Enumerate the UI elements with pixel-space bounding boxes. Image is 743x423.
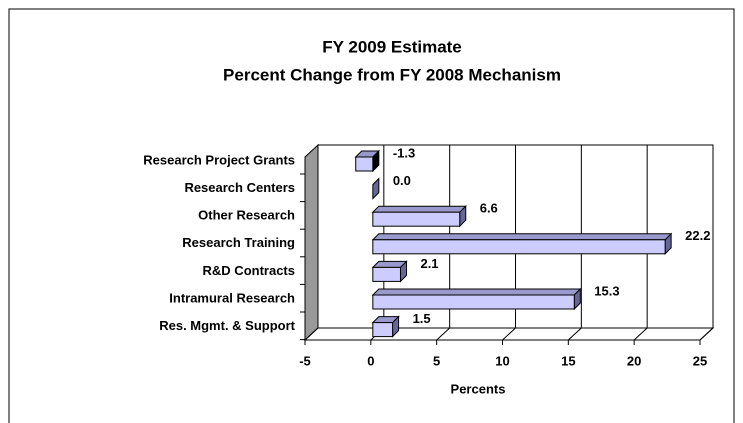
value-label: 1.5: [413, 311, 431, 326]
bar-top: [371, 205, 467, 213]
grid-line: [502, 145, 516, 341]
bar-face: [372, 239, 666, 255]
x-axis-label: Percents: [451, 381, 506, 396]
x-tick-label: 15: [561, 353, 575, 368]
value-label: 15.3: [594, 283, 619, 298]
bar: [371, 204, 467, 228]
value-label: 22.2: [685, 228, 710, 243]
grid-line: [304, 145, 319, 341]
y-tick-label: Res. Mgmt. & Support: [159, 318, 295, 333]
x-tick-label: -5: [299, 353, 311, 368]
grid-line: [567, 145, 582, 341]
x-tick-label: 0: [367, 353, 374, 368]
x-tick-label: 20: [627, 353, 641, 368]
bar-face: [372, 266, 401, 282]
grid-line: [699, 145, 714, 341]
bar: [371, 315, 400, 338]
y-tick-label: Research Training: [182, 235, 295, 250]
y-tick-label: Intramural Research: [169, 290, 295, 305]
bar-face: [372, 322, 394, 338]
bar: [372, 177, 380, 200]
bar-face: [372, 294, 575, 310]
value-label: -1.3: [393, 145, 415, 160]
chart-subtitle: Percent Change from FY 2008 Mechanism: [223, 65, 561, 84]
bar: [371, 287, 582, 311]
bar-side: [372, 177, 380, 200]
bar-face: [355, 156, 374, 172]
x-tick-label: 5: [433, 353, 440, 368]
value-label: 2.1: [420, 256, 438, 271]
y-tick-label: Research Project Grants: [143, 152, 295, 167]
chart-title: FY 2009 Estimate: [322, 37, 462, 56]
value-label: 0.0: [393, 173, 411, 188]
y-tick-label: R&D Contracts: [203, 263, 295, 278]
value-label: 6.6: [480, 201, 498, 216]
frame: [8, 8, 735, 423]
side-wall: [304, 143, 319, 342]
bar: [354, 149, 381, 173]
bar-top: [371, 288, 582, 296]
bar-top: [371, 233, 673, 241]
bar-face: [372, 211, 461, 227]
bar: [371, 260, 408, 283]
y-tick-label: Other Research: [198, 208, 295, 223]
grid-line: [633, 145, 648, 341]
x-tick-label: 25: [693, 353, 707, 368]
x-tick-label: 10: [495, 353, 509, 368]
y-tick-label: Research Centers: [184, 180, 295, 195]
bar: [371, 232, 673, 256]
